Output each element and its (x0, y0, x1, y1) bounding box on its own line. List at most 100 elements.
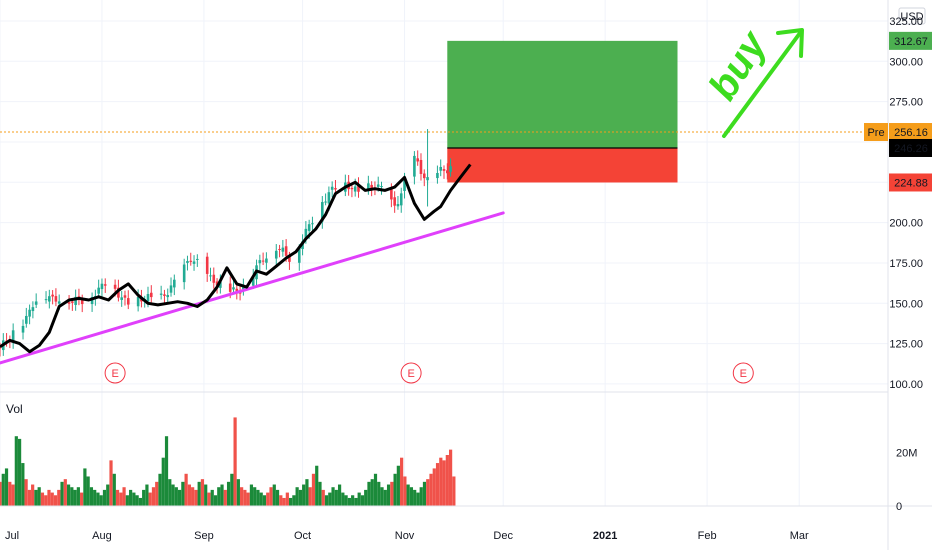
candle-body (192, 261, 196, 264)
volume-bar (344, 495, 348, 506)
volume-bar (187, 484, 191, 506)
currency-badge[interactable] (898, 7, 926, 25)
volume-bar (27, 489, 31, 506)
earnings-marker-circle[interactable] (400, 362, 422, 384)
candle-body (442, 169, 446, 171)
candle-body (54, 296, 58, 302)
buy-arrow-shaft[interactable] (722, 31, 802, 138)
candle-body (117, 287, 120, 298)
volume-bar (422, 481, 427, 506)
time-tick-label: Aug (92, 530, 112, 542)
volume-bar (445, 455, 449, 506)
candle-body (51, 294, 54, 297)
volume-bar (383, 489, 387, 506)
volume-bar (292, 495, 296, 506)
candle-body (166, 295, 170, 298)
volume-bar (452, 476, 456, 506)
candle-body (353, 186, 357, 192)
price-tick-label: 300.00 (889, 56, 923, 68)
candle-body (311, 223, 314, 225)
earnings-marker-circle[interactable] (104, 362, 126, 384)
price-label-text: 224.88 (894, 177, 928, 189)
candle-body (44, 299, 48, 301)
candle-body (297, 247, 301, 263)
volume-bar (380, 487, 384, 506)
volume-bar (413, 489, 417, 506)
volume-bar (80, 492, 84, 506)
volume-bar (266, 492, 270, 506)
volume-bar (171, 484, 175, 506)
volume-bar (406, 484, 410, 506)
volume-bar (373, 473, 378, 506)
candle-body (357, 184, 360, 192)
candle-body (278, 248, 281, 250)
volume-bar (164, 436, 169, 506)
volume-bar (236, 479, 240, 506)
volume-bar (11, 484, 15, 506)
volume-bar (341, 492, 345, 506)
candle-body (113, 284, 117, 289)
buy-arrow-head[interactable] (776, 28, 804, 58)
long-position-tool[interactable] (447, 40, 678, 183)
candle-body (321, 202, 324, 222)
volume-bar (184, 473, 188, 506)
volume-bar (289, 497, 293, 506)
volume-bar (0, 481, 2, 506)
volume-bar (14, 436, 18, 506)
volume-bar (230, 473, 234, 506)
candle-body (334, 188, 337, 190)
time-tick-label: 2021 (593, 530, 617, 542)
volume-bar (262, 495, 267, 506)
volume-bar (249, 484, 254, 506)
candle-body (182, 264, 186, 283)
earnings-marker-label: E (407, 368, 414, 380)
volume-bar (112, 473, 116, 506)
volume-bar (50, 492, 54, 506)
candle-body (422, 173, 426, 179)
volume-bar (426, 479, 430, 506)
earnings-marker-circle[interactable] (732, 362, 754, 384)
volume-bar (246, 492, 250, 506)
volume-bar (135, 495, 139, 506)
candle-body (205, 256, 209, 274)
trendline[interactable] (0, 211, 505, 365)
volume-bar (168, 479, 172, 506)
candle-body (48, 296, 51, 302)
candle-body (307, 224, 311, 231)
volume-bar (223, 489, 227, 506)
volume-bar (240, 487, 244, 506)
candle-body (403, 178, 406, 191)
volume-bar (416, 492, 420, 506)
candle-body (21, 325, 25, 333)
candle-body (390, 188, 393, 200)
candle-body (80, 298, 84, 305)
volume-bar (161, 457, 165, 506)
trendline-segment[interactable] (0, 211, 505, 365)
candle-body (281, 247, 285, 252)
volume-bar (435, 463, 440, 506)
volume-bar (93, 489, 97, 506)
volume-bar (106, 484, 110, 506)
price-label-text: 312.67 (894, 36, 928, 48)
volume-bar (129, 489, 133, 506)
volume-bar (377, 481, 381, 506)
volume-bar (324, 495, 329, 506)
time-tick-label: Nov (395, 530, 415, 542)
price-tick-label: 150.00 (889, 298, 923, 310)
volume-bar (321, 489, 325, 506)
price-label-text: 256.16 (894, 127, 928, 139)
volume-tick-label: 20M (896, 447, 917, 459)
volume-bar (191, 487, 195, 506)
candle-body (376, 184, 380, 187)
volume-bar (305, 479, 309, 506)
volume-bar (400, 457, 404, 506)
volume-bar (259, 492, 263, 506)
price-label-bg (889, 31, 932, 50)
time-tick-label: Sep (194, 530, 214, 542)
volume-bar (96, 492, 100, 506)
candle-body (251, 276, 255, 286)
volume-bar (151, 487, 156, 506)
candle-body (261, 260, 265, 262)
